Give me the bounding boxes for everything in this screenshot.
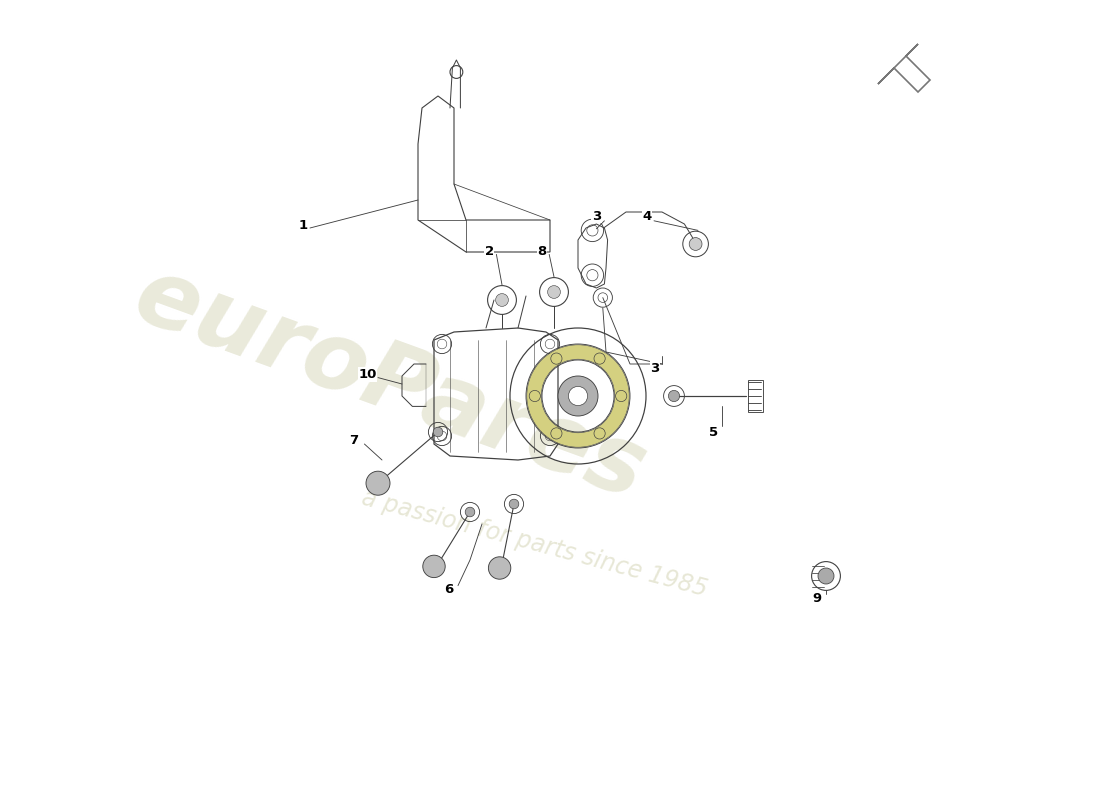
Text: a passion for parts since 1985: a passion for parts since 1985	[359, 486, 710, 602]
Circle shape	[558, 376, 598, 416]
Wedge shape	[527, 345, 629, 447]
Circle shape	[488, 557, 510, 579]
Text: 9: 9	[813, 592, 822, 605]
Text: 4: 4	[642, 210, 651, 222]
Text: 8: 8	[538, 245, 547, 258]
Text: 6: 6	[444, 583, 454, 596]
Circle shape	[496, 294, 508, 306]
Text: 3: 3	[650, 362, 659, 374]
Text: 1: 1	[299, 219, 308, 232]
Circle shape	[818, 568, 834, 584]
Circle shape	[433, 427, 443, 437]
Circle shape	[669, 390, 680, 402]
Circle shape	[422, 555, 446, 578]
Circle shape	[690, 238, 702, 250]
Circle shape	[569, 386, 587, 406]
Text: 3: 3	[592, 210, 601, 222]
Text: 5: 5	[708, 426, 718, 438]
Text: 10: 10	[359, 368, 377, 381]
Text: euroPares: euroPares	[122, 249, 658, 519]
Circle shape	[465, 507, 475, 517]
Circle shape	[509, 499, 519, 509]
Text: 7: 7	[350, 434, 359, 446]
Circle shape	[366, 471, 390, 495]
Text: 2: 2	[485, 245, 494, 258]
Circle shape	[548, 286, 560, 298]
Bar	[748, 380, 762, 412]
